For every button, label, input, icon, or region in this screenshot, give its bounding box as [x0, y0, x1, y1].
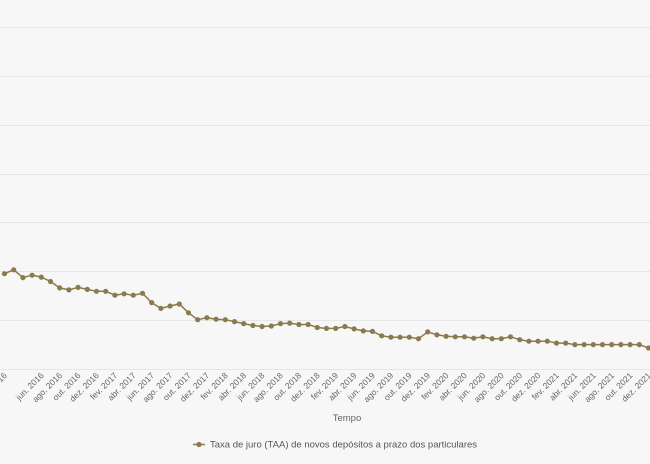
data-point[interactable]: [259, 323, 265, 330]
data-point[interactable]: [195, 317, 201, 323]
data-point[interactable]: [231, 319, 238, 325]
data-point[interactable]: [379, 333, 385, 339]
data-point[interactable]: [204, 315, 210, 321]
data-point[interactable]: [590, 342, 596, 348]
data-point[interactable]: [406, 334, 412, 340]
data-point[interactable]: [112, 292, 118, 298]
data-point[interactable]: [627, 342, 633, 348]
data-point[interactable]: [75, 284, 81, 290]
data-point[interactable]: [553, 340, 560, 346]
data-point[interactable]: [544, 338, 550, 344]
data-point[interactable]: [121, 291, 127, 297]
data-point[interactable]: [443, 333, 449, 339]
data-point[interactable]: [572, 342, 578, 348]
data-point[interactable]: [609, 342, 615, 348]
data-point[interactable]: [388, 334, 394, 340]
data-point[interactable]: [314, 324, 320, 331]
data-point[interactable]: [250, 322, 256, 329]
data-point[interactable]: [397, 334, 403, 340]
data-point[interactable]: [471, 335, 477, 341]
data-point[interactable]: [461, 334, 468, 340]
data-point[interactable]: [305, 321, 311, 328]
data-point[interactable]: [342, 323, 348, 330]
data-point[interactable]: [84, 286, 90, 292]
data-point[interactable]: [47, 278, 54, 285]
data-point[interactable]: [29, 272, 35, 278]
data-point[interactable]: [241, 321, 247, 327]
data-point[interactable]: [618, 342, 624, 348]
data-point[interactable]: [452, 334, 458, 340]
data-point[interactable]: [38, 274, 44, 280]
data-point[interactable]: [415, 336, 422, 342]
legend-label: Taxa de juro (TAA) de novos depósitos a …: [210, 440, 477, 451]
data-point[interactable]: [11, 267, 17, 273]
data-point[interactable]: [277, 321, 284, 327]
data-point[interactable]: [130, 292, 136, 298]
series-layer: [1, 267, 650, 351]
data-point[interactable]: [296, 321, 302, 328]
data-point[interactable]: [369, 328, 376, 334]
data-point[interactable]: [434, 332, 440, 338]
data-point[interactable]: [489, 336, 495, 342]
data-point[interactable]: [581, 342, 587, 348]
data-point[interactable]: [535, 338, 541, 344]
data-point[interactable]: [599, 342, 606, 348]
data-point[interactable]: [57, 285, 63, 291]
data-point[interactable]: [507, 334, 514, 340]
gridlines: [0, 27, 650, 370]
data-point[interactable]: [645, 345, 650, 351]
data-point[interactable]: [333, 325, 339, 331]
legend[interactable]: Taxa de juro (TAA) de novos depósitos a …: [193, 440, 477, 451]
data-point[interactable]: [176, 301, 182, 307]
data-point[interactable]: [360, 328, 366, 334]
data-point[interactable]: [323, 325, 330, 331]
data-point[interactable]: [139, 290, 146, 296]
data-point[interactable]: [636, 342, 642, 348]
data-point[interactable]: [158, 305, 164, 311]
data-point[interactable]: [103, 288, 109, 294]
data-point[interactable]: [213, 316, 219, 322]
data-point[interactable]: [563, 340, 569, 346]
data-point[interactable]: [167, 303, 173, 309]
data-point[interactable]: [268, 323, 274, 329]
x-axis-title: Tempo: [333, 413, 362, 424]
data-point[interactable]: [526, 338, 532, 344]
data-point[interactable]: [425, 329, 431, 335]
data-point[interactable]: [498, 336, 504, 342]
series-points: [1, 267, 650, 351]
data-point[interactable]: [20, 275, 26, 281]
data-point[interactable]: [480, 334, 486, 340]
data-point[interactable]: [1, 271, 8, 277]
data-point[interactable]: [287, 320, 293, 326]
legend-marker-icon: [196, 441, 202, 448]
data-point[interactable]: [517, 337, 523, 343]
data-point[interactable]: [185, 310, 192, 316]
data-point[interactable]: [93, 288, 100, 294]
data-point[interactable]: [66, 287, 72, 293]
data-point[interactable]: [222, 317, 228, 323]
data-point[interactable]: [149, 300, 155, 306]
data-point[interactable]: [351, 326, 357, 332]
